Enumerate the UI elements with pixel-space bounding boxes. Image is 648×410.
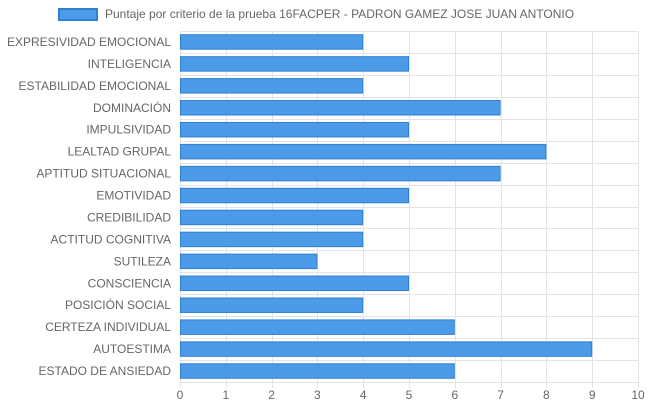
x-tick-label: 3 [314,388,321,402]
y-tick-label: INTELIGENCIA [88,57,171,71]
y-tick-label: ACTITUD COGNITIVA [51,232,171,246]
bar[interactable] [180,297,364,313]
y-tick-label: CREDIBILIDAD [87,210,171,224]
x-tick-label: 6 [451,388,458,402]
legend-label: Puntaje por criterio de la prueba 16FACP… [105,7,575,21]
bar[interactable] [180,253,318,270]
bar[interactable] [180,34,364,50]
legend-swatch [58,7,98,21]
bar[interactable] [180,275,409,292]
x-tick-label: 7 [497,388,504,402]
bar[interactable] [180,121,409,138]
bar[interactable] [180,187,409,204]
bar[interactable] [180,363,455,379]
y-tick-label: EXPRESIVIDAD EMOCIONAL [7,35,171,49]
bar[interactable] [180,209,364,226]
bar[interactable] [180,78,364,94]
x-tick-label: 1 [222,388,229,402]
chart-legend[interactable]: Puntaje por criterio de la prueba 16FACP… [58,7,574,21]
y-tick-label: DOMINACIÓN [93,100,171,115]
y-tick-label: CERTEZA INDIVIDUAL [45,320,171,334]
bar[interactable] [180,165,501,182]
x-tick-label: 4 [360,388,367,402]
x-tick-label: 5 [406,388,413,402]
y-tick-label: ESTABILIDAD EMOCIONAL [19,79,172,93]
x-tick-label: 9 [589,388,596,402]
y-tick-label: IMPULSIVIDAD [86,123,171,137]
x-tick-label: 8 [543,388,550,402]
y-tick-label: AUTOESTIMA [93,342,171,356]
x-tick-label: 2 [268,388,275,402]
x-tick-label: 10 [631,388,645,402]
bar[interactable] [180,143,547,160]
y-tick-label: ESTADO DE ANSIEDAD [39,364,172,378]
bar[interactable] [180,100,501,116]
bar[interactable] [180,231,364,248]
y-tick-label: LEALTAD GRUPAL [68,145,172,159]
y-tick-label: CONSCIENCIA [88,276,171,290]
y-tick-label: APTITUD SITUACIONAL [36,167,171,181]
bar[interactable] [180,341,593,357]
y-tick-label: SUTILEZA [114,254,171,268]
y-tick-label: POSICIÓN SOCIAL [65,297,171,312]
bar[interactable] [180,319,455,335]
bar[interactable] [180,56,409,72]
y-tick-label: EMOTIVIDAD [96,189,171,203]
x-tick-label: 0 [177,388,184,402]
